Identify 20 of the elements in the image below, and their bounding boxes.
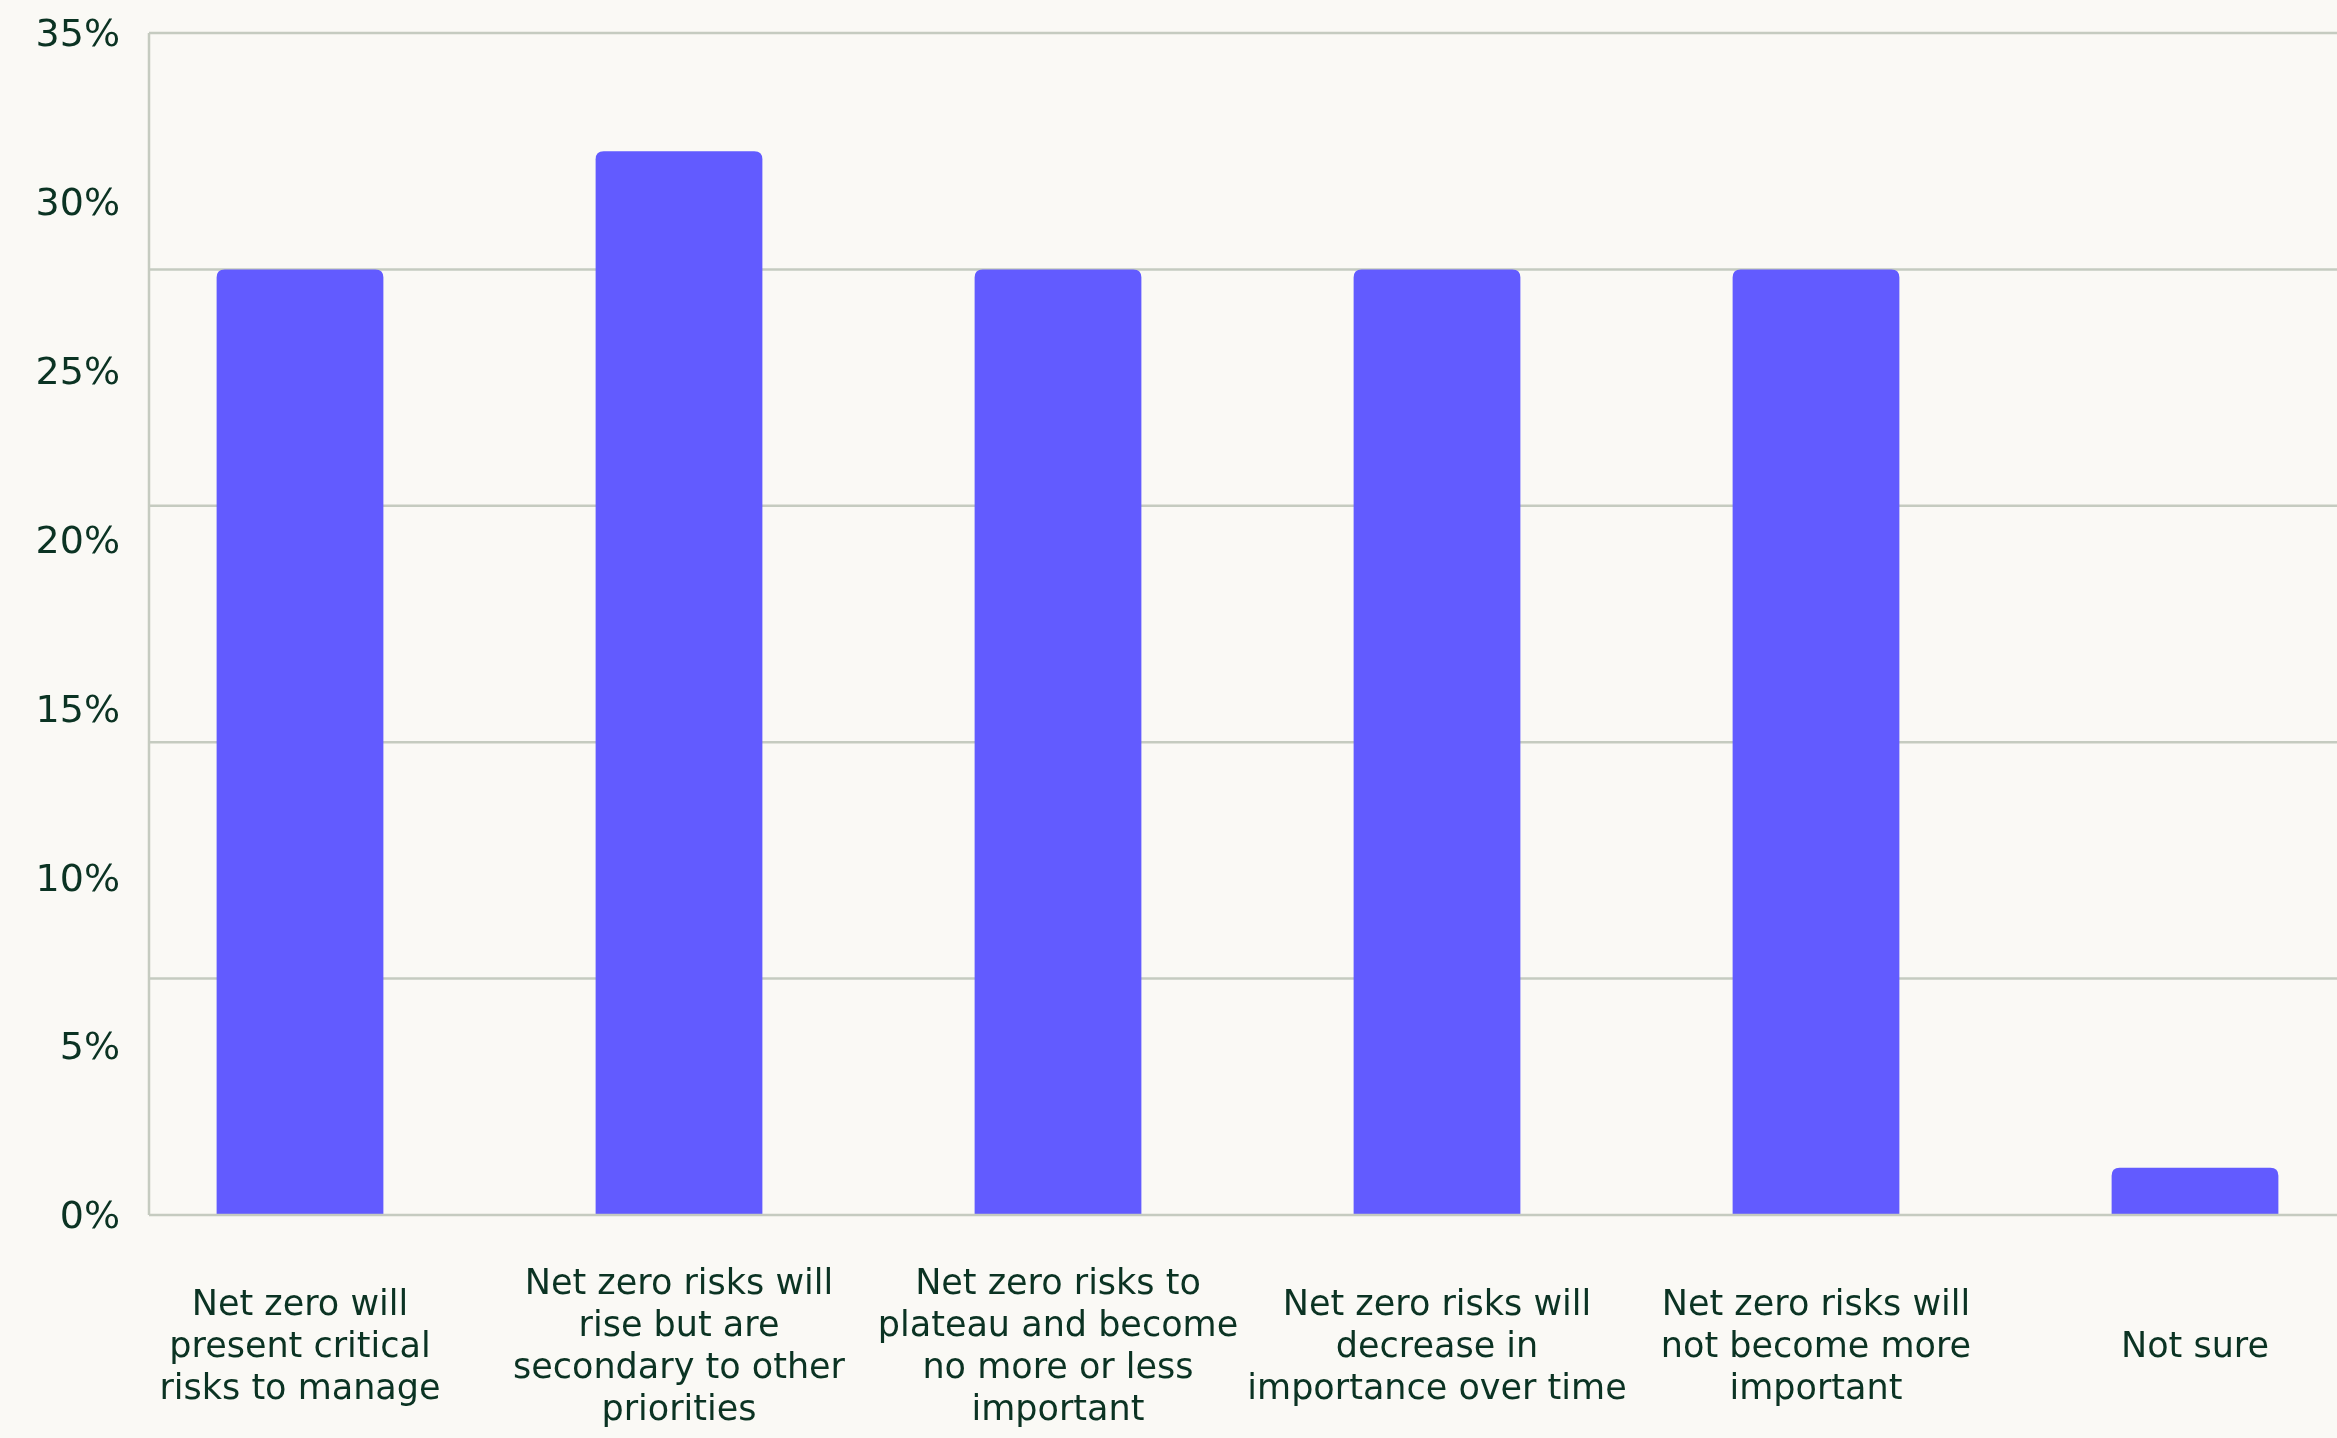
bar bbox=[974, 269, 1142, 1215]
x-tick-label: Not sure bbox=[2120, 1325, 2270, 1366]
y-tick-label: 25% bbox=[35, 349, 120, 394]
y-tick-label: 35% bbox=[35, 11, 120, 56]
bar bbox=[1353, 269, 1521, 1215]
y-tick-label: 5% bbox=[59, 1024, 120, 1069]
y-tick-label: 15% bbox=[35, 686, 120, 731]
x-tick-label: Net zero risks will decrease in importance over time bbox=[1247, 1283, 1627, 1408]
bar bbox=[1732, 269, 1900, 1215]
y-tick-label: 30% bbox=[35, 180, 120, 225]
bar bbox=[595, 151, 763, 1215]
y-tick-label: 0% bbox=[59, 1193, 120, 1238]
x-tick-label: Net zero risks will rise but are secondary to other priorities bbox=[512, 1262, 846, 1429]
bar bbox=[2111, 1167, 2279, 1215]
y-tick-label: 20% bbox=[35, 517, 120, 562]
x-tick-label: Net zero risks will not become more important bbox=[1660, 1283, 1972, 1408]
x-tick-label: Net zero will present critical risks to manage bbox=[159, 1283, 441, 1408]
bar bbox=[216, 269, 384, 1215]
y-tick-label: 10% bbox=[35, 855, 120, 900]
x-tick-label: Net zero risks to plateau and become no more or less important bbox=[877, 1262, 1239, 1429]
